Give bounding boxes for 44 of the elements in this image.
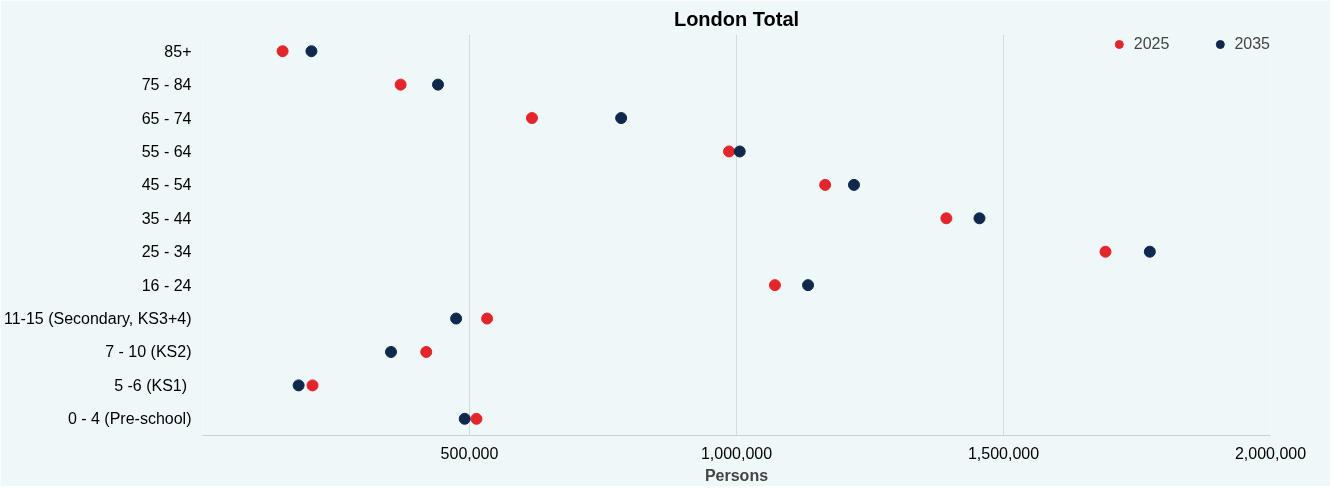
point xyxy=(431,78,444,91)
point xyxy=(723,145,736,158)
y-tick-label: 25 - 34 xyxy=(141,243,192,261)
point xyxy=(450,312,463,325)
point xyxy=(276,45,289,58)
point xyxy=(470,412,483,425)
point xyxy=(802,279,815,292)
y-tick-label: 7 - 10 (KS2) xyxy=(105,343,192,361)
point xyxy=(973,212,986,225)
legend-label: 2035 xyxy=(1234,35,1270,53)
point xyxy=(819,178,832,191)
point xyxy=(525,112,538,125)
x-axis-title: Persons xyxy=(704,466,769,484)
point xyxy=(768,279,781,292)
y-tick-label: 35 - 44 xyxy=(141,209,192,227)
point xyxy=(733,145,746,158)
point xyxy=(1099,245,1112,258)
point xyxy=(847,178,860,191)
y-tick-label: 0 - 4 (Pre-school) xyxy=(67,410,192,428)
legend-label: 2025 xyxy=(1133,35,1170,53)
point xyxy=(940,212,953,225)
y-tick-label: 5 -6 (KS1) xyxy=(114,376,188,394)
x-tick-label: 1,000,000 xyxy=(700,444,773,462)
y-tick-label: 75 - 84 xyxy=(141,76,192,94)
point xyxy=(615,112,628,125)
y-tick-label: 85+ xyxy=(164,42,192,60)
point xyxy=(292,379,305,392)
point xyxy=(458,412,471,425)
chart-title: London Total xyxy=(673,7,800,30)
y-tick-label: 55 - 64 xyxy=(141,142,192,160)
y-tick-label: 11-15 (Secondary, KS3+4) xyxy=(3,310,192,328)
y-tick-label: 45 - 54 xyxy=(141,176,192,194)
point xyxy=(306,379,319,392)
y-tick-label: 65 - 74 xyxy=(141,109,192,127)
point xyxy=(385,345,397,358)
x-tick-label: 2,000,000 xyxy=(1234,444,1307,462)
point xyxy=(420,345,433,358)
point xyxy=(481,312,494,325)
x-tick-label: 500,000 xyxy=(440,444,499,462)
x-tick-label: 1,500,000 xyxy=(967,444,1040,462)
point xyxy=(394,78,407,91)
point xyxy=(305,45,318,58)
y-tick-label: 16 - 24 xyxy=(141,276,192,294)
point xyxy=(1143,245,1156,258)
